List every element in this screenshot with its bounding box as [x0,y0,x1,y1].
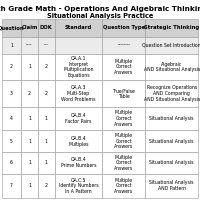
Text: 2: 2 [10,64,13,69]
Bar [2,130,21,152]
Text: 2: 2 [45,64,48,69]
Bar [145,19,198,37]
Text: 1: 1 [28,139,31,144]
Text: 1: 1 [28,116,31,121]
Bar [102,19,145,37]
Text: Multiple
Correct
Answers: Multiple Correct Answers [114,133,134,149]
Bar [38,19,55,37]
Bar [102,174,145,198]
Bar [102,37,145,54]
Bar [38,152,55,174]
Text: OA.B.4
Prime Numbers: OA.B.4 Prime Numbers [61,157,96,168]
Bar [55,130,102,152]
Bar [21,37,38,54]
Bar [21,107,38,130]
Text: Situational Analysis: Situational Analysis [149,160,194,165]
Bar [38,54,55,80]
Bar [38,37,55,54]
Text: 2: 2 [28,91,31,96]
Text: 1: 1 [10,43,13,48]
Text: 1: 1 [28,160,31,165]
Bar [21,80,38,107]
Bar [2,54,21,80]
Text: Strategic Thinking: Strategic Thinking [144,25,199,30]
Text: Situational Analysis
AND Pattern: Situational Analysis AND Pattern [149,180,194,191]
Bar [2,19,21,37]
Bar [2,37,21,54]
Bar [102,130,145,152]
Bar [38,107,55,130]
Text: 7: 7 [10,183,13,188]
Text: 2: 2 [45,183,48,188]
Text: OA.B.4
Multiples: OA.B.4 Multiples [68,136,89,147]
Bar [55,54,102,80]
Text: 1: 1 [45,160,48,165]
Bar [102,80,145,107]
Bar [102,54,145,80]
Bar [55,107,102,130]
Bar [145,37,198,54]
Bar [55,37,102,54]
Bar [38,130,55,152]
Bar [2,152,21,174]
Text: Question Type: Question Type [103,25,145,30]
Text: 6: 6 [10,160,13,165]
Bar [21,54,38,80]
Text: Multiple
Correct
Answers: Multiple Correct Answers [114,155,134,171]
Bar [145,54,198,80]
Text: ---: --- [44,43,49,48]
Text: Multiple
Correct
Answers: Multiple Correct Answers [114,59,134,75]
Text: OA.C.5
Identify Numbers
In A Pattern: OA.C.5 Identify Numbers In A Pattern [59,178,98,194]
Text: Situational Analysis: Situational Analysis [149,139,194,144]
Text: Situational Analysis Practice: Situational Analysis Practice [47,13,153,19]
Text: Multiple
Correct
Answers: Multiple Correct Answers [114,110,134,127]
Bar [21,19,38,37]
Text: OA.B.4
Factor Pairs: OA.B.4 Factor Pairs [65,113,92,124]
Text: 1: 1 [45,139,48,144]
Bar [55,19,102,37]
Bar [21,152,38,174]
Text: Standard: Standard [65,25,92,30]
Text: Recognize Operations
AND Comparing
AND Situational Analysis: Recognize Operations AND Comparing AND S… [144,85,200,102]
Bar [21,130,38,152]
Text: --------: -------- [117,43,130,48]
Text: Claim: Claim [21,25,38,30]
Text: 4th Grade Math - Operations And Algebraic Thinking: 4th Grade Math - Operations And Algebrai… [0,6,200,12]
Text: Multiple
Correct
Answers: Multiple Correct Answers [114,178,134,194]
Bar [145,107,198,130]
Text: Question: Question [0,25,25,30]
Bar [38,174,55,198]
Text: 3: 3 [10,91,13,96]
Text: 1: 1 [45,116,48,121]
Bar [145,80,198,107]
Text: 1: 1 [28,183,31,188]
Text: 2: 2 [45,91,48,96]
Bar [2,174,21,198]
Bar [38,80,55,107]
Text: Situational Analysis: Situational Analysis [149,116,194,121]
Bar [55,80,102,107]
Text: 4: 4 [10,116,13,121]
Text: DOK: DOK [40,25,53,30]
Text: Question Set Introduction: Question Set Introduction [142,43,200,48]
Bar [21,174,38,198]
Bar [102,107,145,130]
Text: OA.A.1
Interpret
Multiplication
Equations: OA.A.1 Interpret Multiplication Equation… [63,56,94,78]
Bar [145,174,198,198]
Bar [55,152,102,174]
Bar [2,107,21,130]
Text: ----: ---- [26,43,33,48]
Text: True/False
Table: True/False Table [112,88,135,99]
Bar [55,174,102,198]
Bar [145,130,198,152]
Bar [102,152,145,174]
Text: 1: 1 [28,64,31,69]
Text: 5: 5 [10,139,13,144]
Bar [145,152,198,174]
Bar [2,80,21,107]
Text: OA.A.3
Multi-Step
Word Problems: OA.A.3 Multi-Step Word Problems [61,85,96,102]
Text: Algebraic
AND Situational Analysis: Algebraic AND Situational Analysis [144,62,200,72]
